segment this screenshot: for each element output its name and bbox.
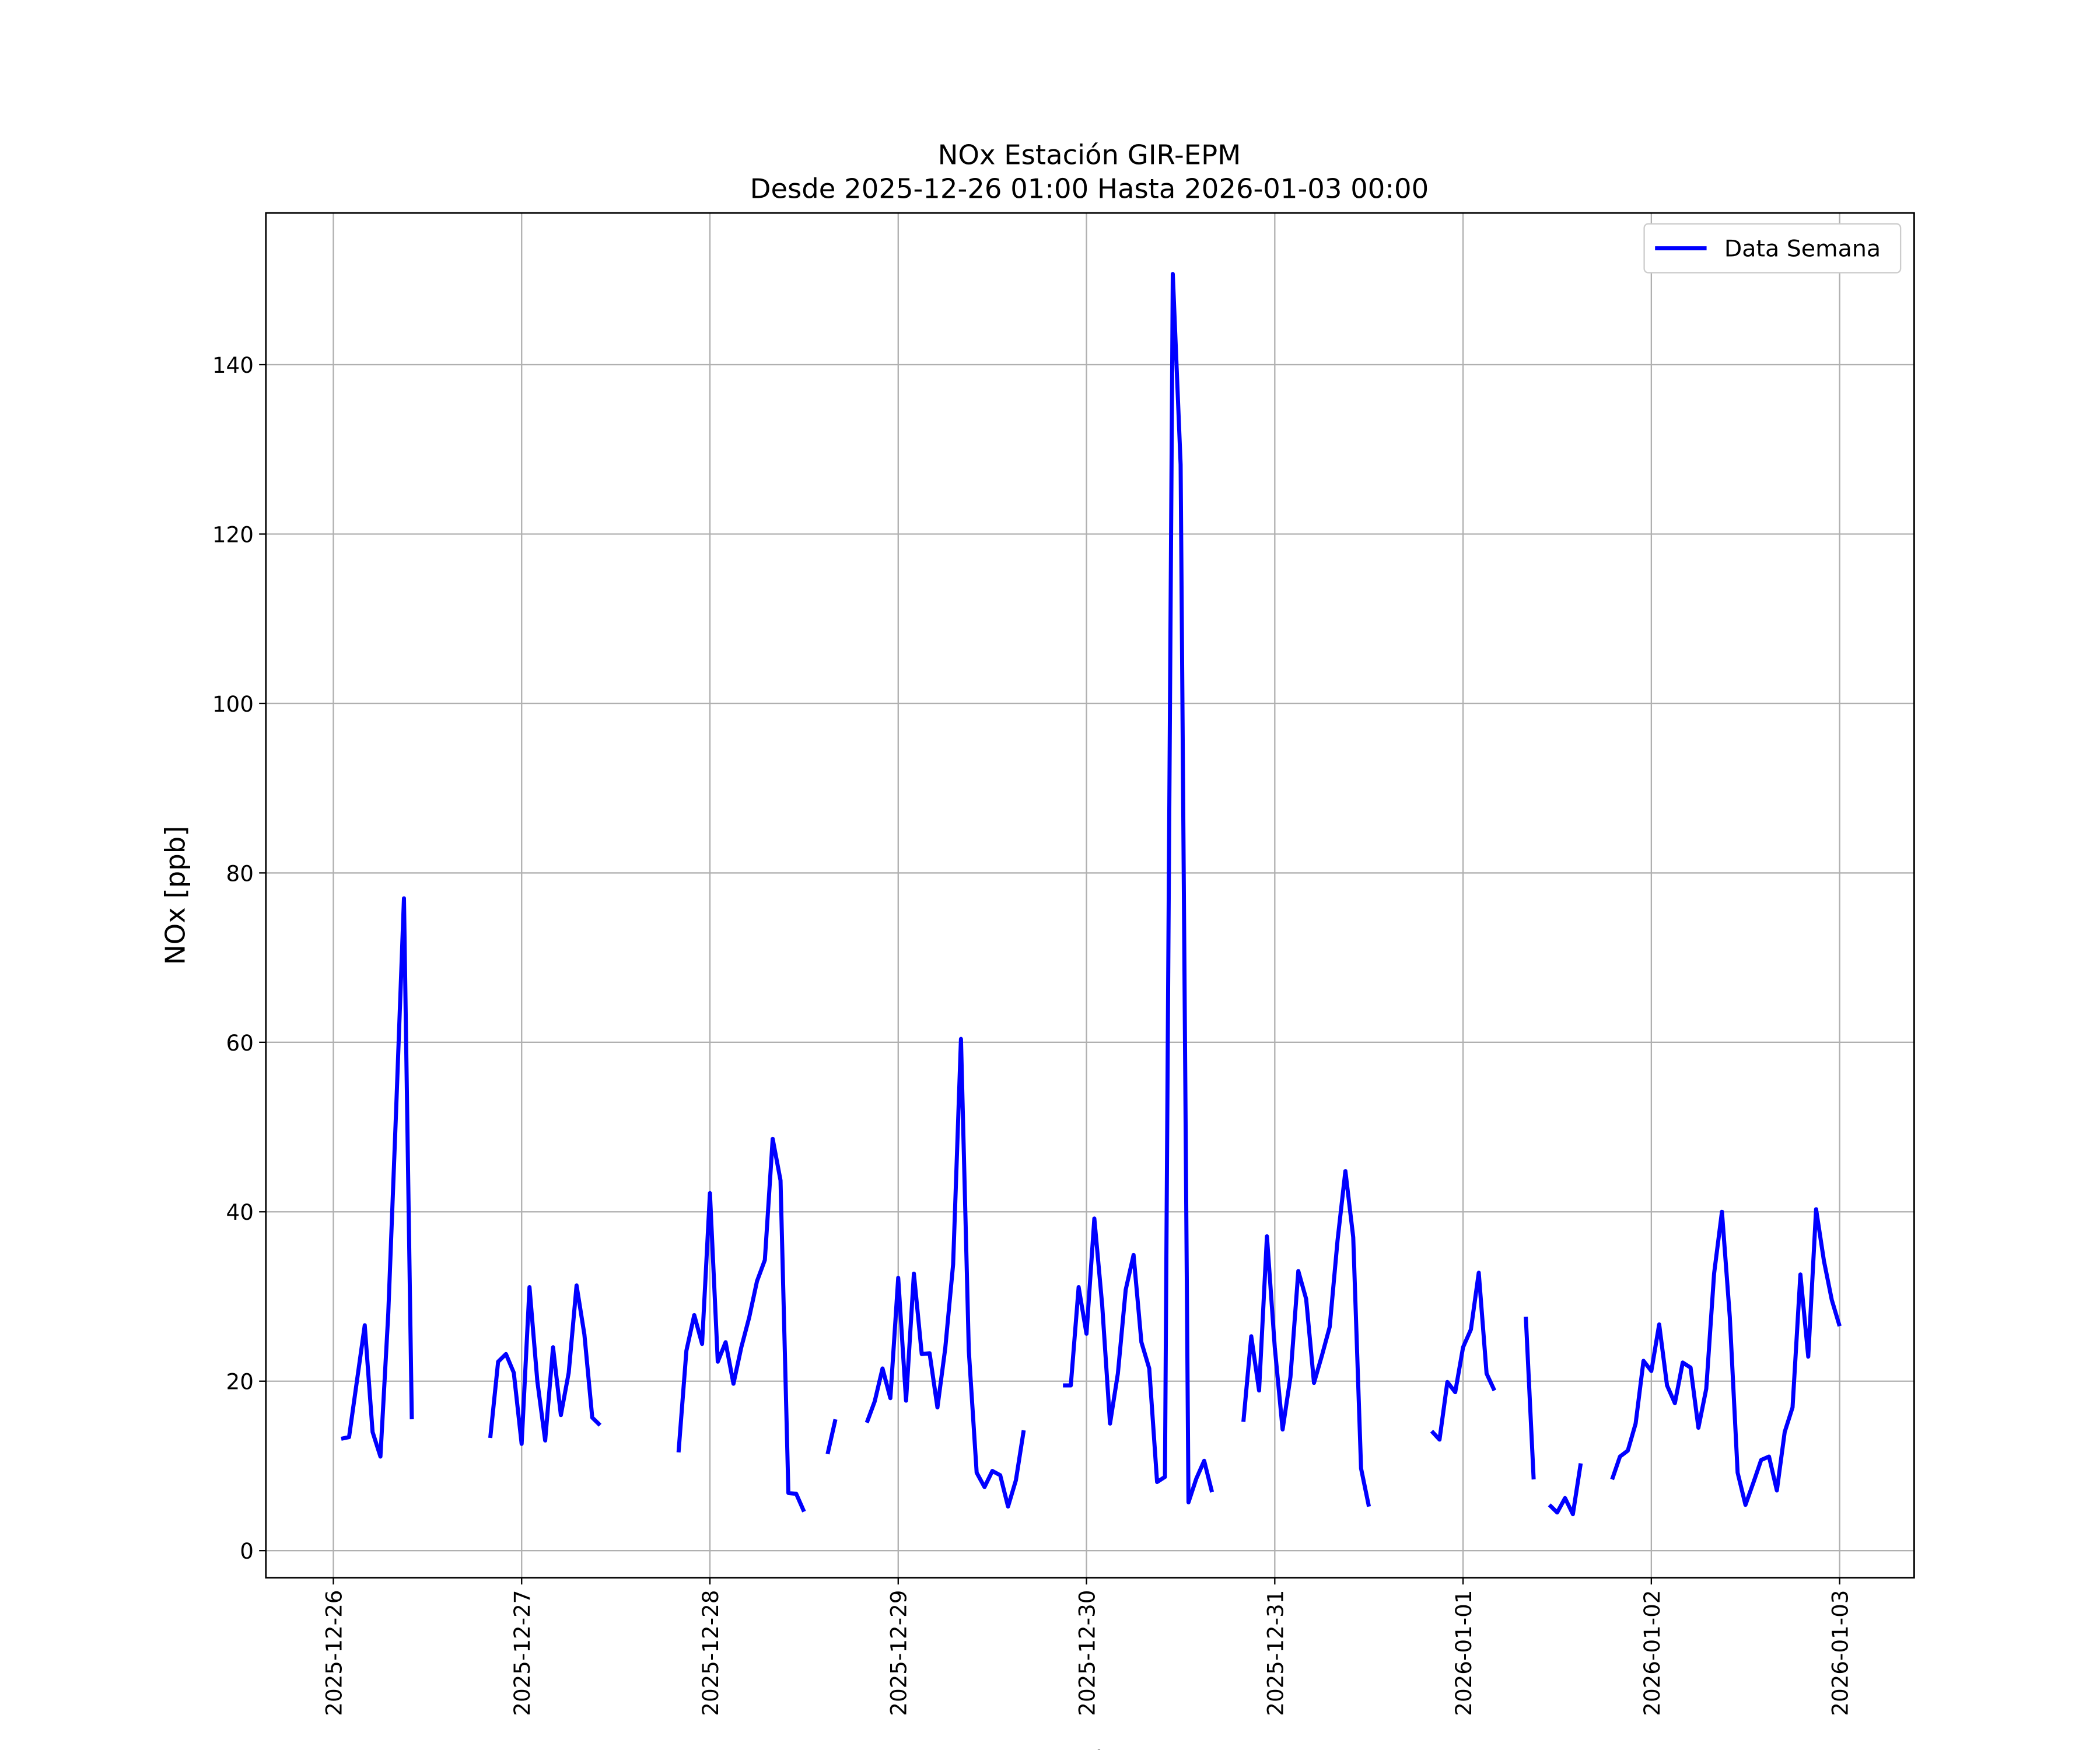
y-tick-label: 140 — [212, 352, 254, 378]
x-tick-label: 2025-12-30 — [1074, 1590, 1100, 1716]
x-tick-label: 2026-01-01 — [1451, 1590, 1476, 1716]
x-tick-label: 2026-01-03 — [1828, 1590, 1853, 1716]
x-axis-label: Fecha — [1049, 1745, 1129, 1750]
y-axis-label: NOx [ppb] — [159, 826, 191, 965]
x-tick-label: 2025-12-27 — [509, 1590, 535, 1716]
chart-title: NOx Estación GIR-EPM — [938, 139, 1241, 170]
y-tick-label: 120 — [212, 522, 254, 547]
data-line — [341, 272, 1842, 1517]
y-tick-label: 0 — [240, 1538, 254, 1564]
y-tick-label: 100 — [212, 691, 254, 717]
legend-box — [1643, 223, 1902, 274]
x-tick-label: 2025-12-28 — [698, 1590, 723, 1716]
y-tick-label: 80 — [226, 860, 254, 886]
y-tick-label: 40 — [226, 1199, 254, 1225]
legend-label: Data Semana — [1724, 236, 1881, 262]
x-tick-label: 2025-12-26 — [321, 1590, 346, 1716]
x-tick-label: 2025-12-29 — [886, 1590, 912, 1716]
x-tick-label: 2025-12-31 — [1262, 1590, 1288, 1716]
chart-subtitle: Desde 2025-12-26 01:00 Hasta 2026-01-03 … — [750, 173, 1429, 205]
x-tick-label: 2026-01-02 — [1639, 1590, 1665, 1716]
plot-frame — [265, 212, 1915, 1579]
y-tick-label: 60 — [226, 1030, 254, 1056]
y-tick-label: 20 — [226, 1369, 254, 1395]
